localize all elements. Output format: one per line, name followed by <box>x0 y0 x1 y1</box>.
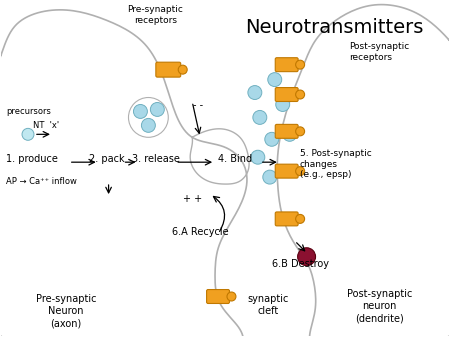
Circle shape <box>268 73 282 87</box>
Circle shape <box>227 292 236 301</box>
Text: 5. Post-synaptic
changes
(e.g., epsp): 5. Post-synaptic changes (e.g., epsp) <box>300 149 371 179</box>
Circle shape <box>134 104 148 118</box>
Text: Pre-synaptic
Neuron
(axon): Pre-synaptic Neuron (axon) <box>36 293 96 328</box>
Circle shape <box>253 111 267 124</box>
Text: 2. pack: 2. pack <box>89 154 124 164</box>
FancyBboxPatch shape <box>275 164 298 178</box>
Text: - -: - - <box>193 99 203 110</box>
Circle shape <box>265 132 279 146</box>
Text: Neurotransmitters: Neurotransmitters <box>245 18 423 37</box>
Text: 6.B Destroy: 6.B Destroy <box>272 259 329 269</box>
FancyArrowPatch shape <box>213 196 225 232</box>
FancyBboxPatch shape <box>156 62 181 77</box>
Text: 3. release: 3. release <box>132 154 180 164</box>
Circle shape <box>296 127 305 136</box>
Circle shape <box>297 248 315 266</box>
FancyBboxPatch shape <box>275 58 298 72</box>
Text: AP → Ca⁺⁺ inflow: AP → Ca⁺⁺ inflow <box>6 177 77 186</box>
Circle shape <box>263 170 277 184</box>
Circle shape <box>296 214 305 223</box>
Text: synaptic
cleft: synaptic cleft <box>247 293 288 316</box>
Circle shape <box>150 102 164 116</box>
Text: 1. produce: 1. produce <box>6 154 58 164</box>
Circle shape <box>248 86 262 99</box>
Polygon shape <box>0 10 247 338</box>
Circle shape <box>296 90 305 99</box>
FancyBboxPatch shape <box>207 290 230 304</box>
Text: precursors: precursors <box>6 107 51 117</box>
Circle shape <box>178 65 187 74</box>
Text: Post-synaptic
receptors: Post-synaptic receptors <box>349 42 410 62</box>
Circle shape <box>296 60 305 69</box>
Circle shape <box>276 97 290 112</box>
Circle shape <box>22 128 34 140</box>
Text: Pre-synaptic
receptors: Pre-synaptic receptors <box>127 5 183 25</box>
Text: + +: + + <box>183 194 202 204</box>
Text: Post-synaptic
neuron
(dendrite): Post-synaptic neuron (dendrite) <box>346 289 412 323</box>
Circle shape <box>283 127 297 141</box>
Text: 6.A Recycle: 6.A Recycle <box>172 227 229 237</box>
Circle shape <box>141 118 155 132</box>
Text: NT  'x': NT 'x' <box>33 121 59 130</box>
FancyBboxPatch shape <box>275 124 298 138</box>
FancyBboxPatch shape <box>275 88 298 101</box>
FancyBboxPatch shape <box>275 212 298 226</box>
Polygon shape <box>277 5 450 338</box>
Circle shape <box>251 150 265 164</box>
Text: 4. Bind: 4. Bind <box>218 154 252 164</box>
Circle shape <box>296 167 305 176</box>
